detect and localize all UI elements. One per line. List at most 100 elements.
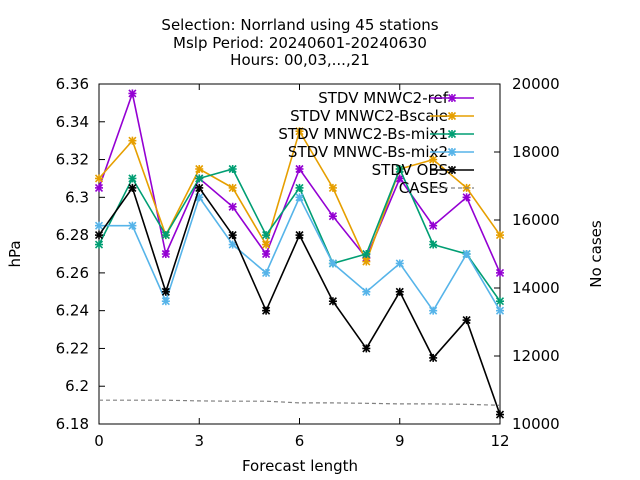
data-point bbox=[161, 287, 170, 296]
legend-entry: CASES bbox=[399, 179, 474, 197]
data-point bbox=[94, 174, 104, 183]
data-point bbox=[295, 183, 304, 192]
data-point bbox=[447, 129, 457, 139]
y2-tick-label: 20000 bbox=[512, 75, 560, 93]
data-point bbox=[161, 249, 170, 259]
data-point bbox=[395, 164, 404, 174]
legend-entry: STDV OBS bbox=[372, 161, 474, 179]
title-line-1: Selection: Norrland using 45 stations bbox=[161, 16, 438, 34]
y-tick-label: 6.24 bbox=[56, 302, 89, 320]
legend-label: STDV MNWC2-ref bbox=[318, 89, 448, 107]
data-point bbox=[128, 174, 137, 183]
data-point bbox=[362, 249, 371, 259]
data-point bbox=[262, 306, 271, 315]
data-point bbox=[228, 183, 237, 192]
data-point bbox=[395, 287, 404, 296]
data-point bbox=[447, 165, 457, 175]
data-point bbox=[295, 127, 304, 136]
data-point bbox=[328, 259, 337, 268]
y-tick-label: 6.18 bbox=[56, 415, 89, 433]
axis-ticks: 6.18 6.2 6.22 6.24 6.26 6.28 6.3 6.32 6.34 6.36 10… bbox=[56, 75, 560, 450]
data-point bbox=[295, 231, 304, 240]
series-layer bbox=[94, 89, 505, 419]
data-point bbox=[94, 183, 104, 192]
data-point bbox=[228, 164, 237, 174]
data-point bbox=[228, 202, 237, 211]
data-point bbox=[362, 344, 371, 353]
data-point bbox=[195, 164, 204, 174]
legend-label: CASES bbox=[399, 179, 448, 197]
data-point bbox=[495, 306, 505, 315]
data-point bbox=[328, 212, 337, 221]
data-point bbox=[228, 231, 237, 240]
x-tick-label: 6 bbox=[295, 432, 305, 450]
data-point bbox=[262, 240, 271, 249]
data-point bbox=[128, 221, 137, 230]
data-point bbox=[262, 268, 271, 277]
y-tick-label: 6.3 bbox=[65, 188, 89, 206]
y-axis-label: hPa bbox=[6, 240, 24, 267]
data-point bbox=[495, 231, 505, 240]
data-point bbox=[395, 259, 404, 268]
legend-entry: STDV MNWC2-Bs-mix1 bbox=[278, 125, 474, 143]
series-stdv-mnwc2-bs-mix1 bbox=[94, 164, 505, 306]
legend-label: STDV MNWC2-Bs-mix1 bbox=[278, 125, 448, 143]
series-stdv-obs bbox=[94, 183, 505, 419]
y2-tick-label: 14000 bbox=[512, 279, 560, 297]
data-point bbox=[262, 249, 271, 259]
legend-label: STDV MNWC2-Bscale bbox=[290, 107, 448, 125]
data-point bbox=[195, 174, 204, 183]
y-tick-label: 6.22 bbox=[56, 339, 89, 357]
data-point bbox=[128, 183, 137, 192]
y-tick-label: 6.34 bbox=[56, 113, 89, 131]
y2-axis-label: No cases bbox=[587, 220, 605, 288]
chart-title: Selection: Norrland using 45 stations Ms… bbox=[161, 16, 438, 69]
legend-label: STDV OBS bbox=[372, 161, 448, 179]
y-tick-label: 6.2 bbox=[65, 377, 89, 395]
data-point bbox=[462, 249, 471, 259]
data-point bbox=[362, 257, 371, 266]
data-point bbox=[94, 240, 104, 249]
data-point bbox=[94, 231, 104, 240]
data-point bbox=[429, 306, 438, 315]
data-point bbox=[328, 297, 337, 306]
y-tick-label: 6.28 bbox=[56, 226, 89, 244]
data-point bbox=[462, 193, 471, 202]
x-tick-label: 3 bbox=[194, 432, 204, 450]
x-tick-label: 9 bbox=[395, 432, 405, 450]
data-point bbox=[128, 136, 137, 145]
data-point bbox=[447, 147, 457, 157]
data-point bbox=[462, 316, 471, 325]
x-tick-label: 0 bbox=[94, 432, 104, 450]
data-point bbox=[128, 89, 137, 98]
data-point bbox=[429, 221, 438, 230]
data-point bbox=[94, 221, 104, 230]
series-cases bbox=[99, 399, 501, 406]
data-point bbox=[195, 183, 204, 192]
y2-tick-label: 12000 bbox=[512, 347, 560, 365]
series-stdv-mnwc-bs-mix2 bbox=[94, 193, 505, 315]
y2-tick-label: 18000 bbox=[512, 143, 560, 161]
legend-entry: STDV MNWC2-ref bbox=[318, 89, 474, 107]
data-point bbox=[262, 231, 271, 240]
data-point bbox=[328, 183, 337, 192]
y2-tick-label: 16000 bbox=[512, 211, 560, 229]
y2-tick-label: 10000 bbox=[512, 415, 560, 433]
title-line-2: Mslp Period: 20240601-20240630 bbox=[173, 34, 427, 52]
data-point bbox=[429, 155, 438, 164]
data-point bbox=[362, 287, 371, 296]
y-tick-label: 6.32 bbox=[56, 151, 89, 169]
y-tick-label: 6.36 bbox=[56, 75, 89, 93]
y-tick-label: 6.26 bbox=[56, 264, 89, 282]
data-point bbox=[495, 410, 505, 419]
data-point bbox=[161, 297, 170, 306]
x-tick-label: 12 bbox=[490, 432, 509, 450]
data-point bbox=[161, 231, 170, 240]
data-point bbox=[429, 240, 438, 249]
legend-entry: STDV MNWC2-Bscale bbox=[290, 107, 474, 125]
title-line-3: Hours: 00,03,...,21 bbox=[230, 51, 370, 69]
data-point bbox=[295, 193, 304, 202]
data-point bbox=[447, 111, 457, 121]
